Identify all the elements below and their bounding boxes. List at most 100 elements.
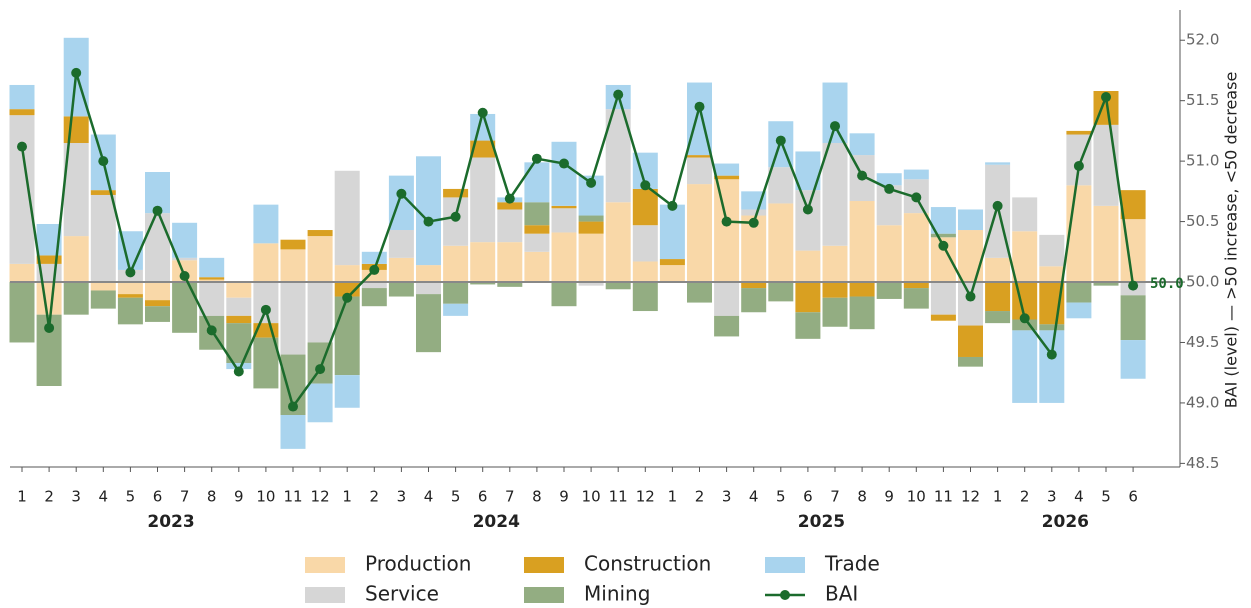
bar xyxy=(90,194,116,283)
bar xyxy=(253,282,279,324)
bar xyxy=(497,202,523,210)
x-tick-label: 8 xyxy=(532,488,542,506)
bar xyxy=(1039,234,1065,267)
bar xyxy=(361,251,387,264)
bar xyxy=(63,116,89,143)
x-tick-label: 12 xyxy=(636,488,655,506)
bar xyxy=(876,173,902,186)
bar xyxy=(334,170,360,266)
bai-marker xyxy=(71,67,82,78)
bai-marker xyxy=(260,304,271,315)
bar xyxy=(1120,190,1146,220)
bar xyxy=(497,242,523,283)
bar xyxy=(145,300,170,307)
bai-marker xyxy=(125,267,136,278)
bar xyxy=(632,282,658,312)
legend-swatch xyxy=(765,557,805,573)
bai-marker xyxy=(504,193,515,204)
bar xyxy=(361,269,387,283)
bar xyxy=(768,167,794,204)
bai-marker xyxy=(830,121,840,132)
year-label: 2025 xyxy=(798,512,845,532)
bar xyxy=(551,141,577,206)
bar xyxy=(551,282,577,307)
x-tick-label: 11 xyxy=(609,488,628,506)
bar xyxy=(876,225,902,283)
legend-swatch xyxy=(524,557,564,573)
bai-marker xyxy=(98,156,109,167)
x-tick-label: 8 xyxy=(207,488,217,506)
x-tick-label: 5 xyxy=(451,488,461,506)
bar xyxy=(1093,124,1119,206)
bar xyxy=(470,157,496,243)
bar xyxy=(876,282,902,299)
bar xyxy=(253,243,279,283)
bar xyxy=(443,303,469,316)
bai-marker xyxy=(450,211,461,222)
bar xyxy=(768,203,794,283)
bai-marker xyxy=(233,366,244,377)
year-label: 2023 xyxy=(147,512,194,532)
bar xyxy=(524,202,550,226)
bar xyxy=(903,282,929,289)
bar xyxy=(524,233,550,252)
bar xyxy=(307,236,333,283)
legend-swatch xyxy=(780,590,790,600)
bar xyxy=(822,142,848,246)
bar xyxy=(497,282,523,287)
legend-label: Mining xyxy=(584,582,650,606)
bai-marker xyxy=(965,291,976,302)
bar xyxy=(795,190,821,251)
legend-swatch xyxy=(305,557,345,573)
bar xyxy=(687,157,712,185)
bar xyxy=(226,315,252,324)
bar xyxy=(551,208,577,233)
bar xyxy=(199,279,225,283)
bar xyxy=(687,155,712,158)
bar xyxy=(578,221,604,234)
bar xyxy=(199,282,225,316)
bai-marker xyxy=(1019,313,1030,324)
bar xyxy=(280,249,306,283)
x-tick-label: 5 xyxy=(126,488,136,506)
bar xyxy=(958,356,983,367)
x-tick-label: 1 xyxy=(342,488,352,506)
bar xyxy=(226,363,252,370)
bar xyxy=(578,282,604,286)
bai-line xyxy=(20,72,1135,410)
x-tick-label: 1 xyxy=(993,488,1003,506)
bar xyxy=(551,205,577,209)
bar xyxy=(659,265,685,283)
year-label: 2026 xyxy=(1042,512,1089,532)
bar xyxy=(768,282,794,302)
bai-marker xyxy=(342,292,353,303)
y-axis-label: BAI (level) — >50 increase, <50 decrease xyxy=(1222,72,1241,409)
bar xyxy=(714,179,740,283)
bar xyxy=(659,204,685,260)
x-tick-label: 2 xyxy=(695,488,705,506)
bai-marker xyxy=(288,401,298,412)
bar xyxy=(741,209,767,216)
bar xyxy=(253,204,279,244)
x-tick-label: 9 xyxy=(884,488,894,506)
x-tick-label: 9 xyxy=(559,488,569,506)
legend-swatch xyxy=(305,587,345,603)
bai-marker xyxy=(1101,92,1111,103)
bai-marker xyxy=(911,192,922,203)
bar xyxy=(822,282,848,298)
bar xyxy=(524,225,550,234)
year-label: 2024 xyxy=(473,512,520,532)
bar xyxy=(63,282,89,315)
bar xyxy=(253,337,279,389)
bai-marker xyxy=(640,180,651,191)
bai-marker xyxy=(396,188,407,199)
legend-label: Construction xyxy=(584,552,711,576)
bar xyxy=(1120,295,1146,341)
x-tick-label: 11 xyxy=(934,488,953,506)
bar xyxy=(849,282,875,297)
bai-marker xyxy=(586,177,597,188)
bar xyxy=(172,257,198,261)
bai-marker xyxy=(802,204,813,215)
bar xyxy=(470,242,496,283)
